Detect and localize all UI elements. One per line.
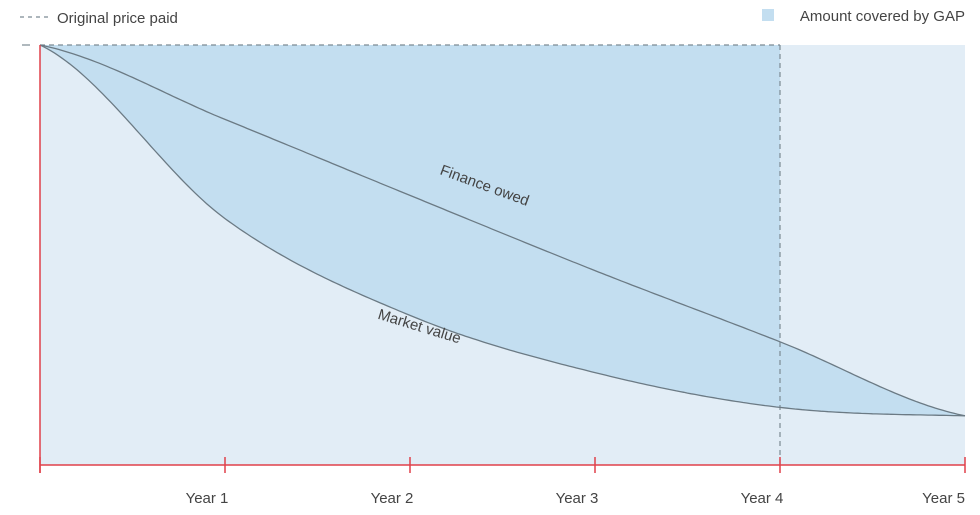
x-tick-label: Year 3 [556, 490, 599, 507]
legend-gap: Amount covered by GAP [762, 8, 965, 25]
x-tick-label: Year 5 [922, 490, 965, 507]
legend-gap-label: Amount covered by GAP [800, 8, 965, 25]
legend-original-price-label: Original price paid [57, 10, 178, 27]
series-line-finance-owed [39, 44, 966, 417]
gap-swatch [762, 9, 774, 21]
legend-original-price: Original price paid [20, 10, 178, 27]
gap-between-curves [40, 45, 965, 416]
x-tick-label: Year 2 [371, 490, 414, 507]
x-tick-label: Year 4 [741, 490, 784, 507]
series-line-market-value [39, 44, 966, 417]
x-tick-label: Year 1 [186, 490, 229, 507]
